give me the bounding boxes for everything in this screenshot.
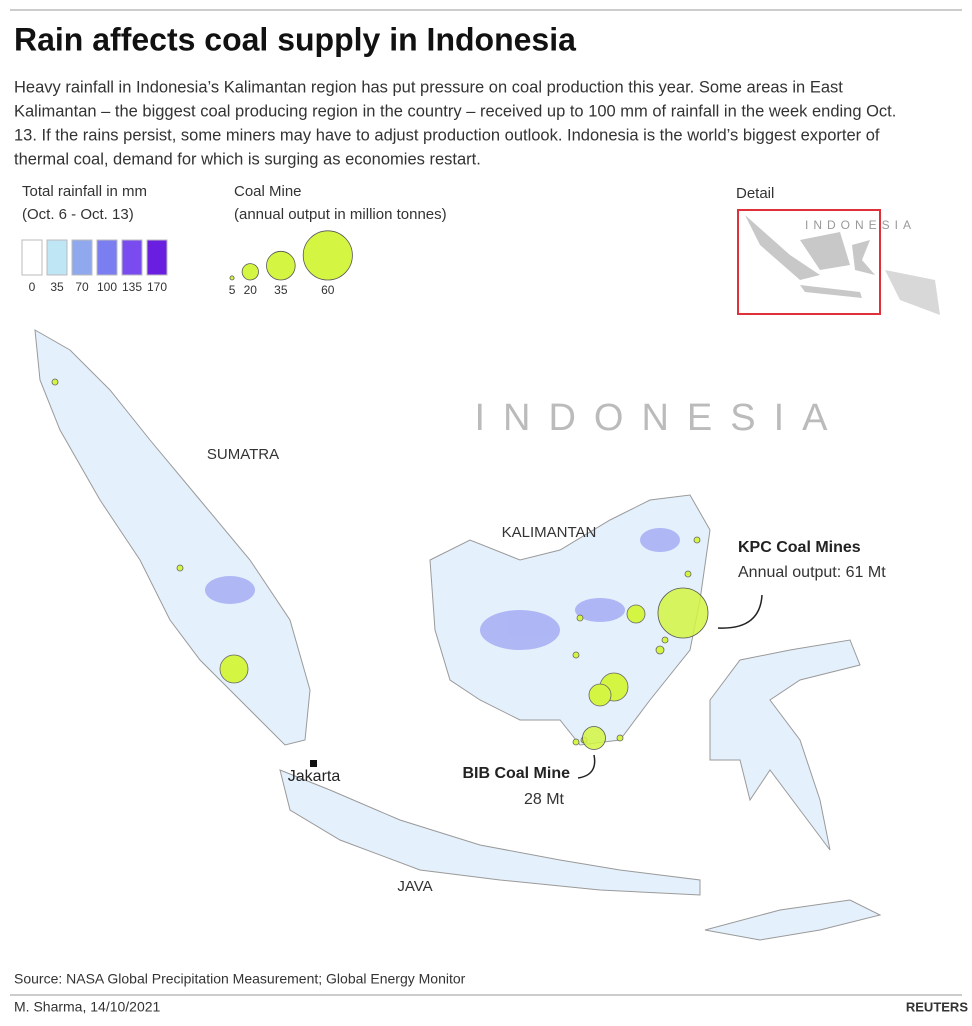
legend-swatch [21,239,43,276]
small-mines [51,378,701,746]
city-marker [310,760,317,767]
region-label: JAVA [397,878,432,895]
annotation-arrow [577,754,596,779]
legend-circle [302,230,353,281]
legend-label: 20 [244,283,258,297]
legend-label: 5 [229,283,236,297]
legend-swatch [146,239,168,276]
mine-circle [657,587,709,639]
legend-circle [266,250,296,281]
detail-title: Detail [736,185,774,202]
mine-circle [582,726,606,750]
legend-label: 35 [50,280,64,294]
annotation-arrow [717,594,763,629]
region-label: SUMATRA [207,446,279,463]
legend-title: Total rainfall in mm [22,183,147,200]
mine-name: BIB Coal Mine [462,765,570,782]
title: Rain affects coal supply in Indonesia [14,21,576,57]
legend-title: Coal Mine [234,183,302,200]
legend-swatch [71,239,93,276]
mine-output: Annual output: 61 Mt [738,564,886,581]
legend-label: 0 [29,280,36,294]
description: Kalimantan – the biggest coal producing … [14,102,896,120]
region-label: KALIMANTAN [502,524,597,541]
legend-title: (annual output in million tonnes) [234,206,447,223]
map-land [34,329,882,941]
country-label: INDONESIA [474,397,845,439]
legend-circle [241,263,259,281]
legend-label: 170 [147,280,167,294]
source: Source: NASA Global Precipitation Measur… [14,971,466,987]
detail-map [737,209,940,315]
description: Heavy rainfall in Indonesia’s Kalimantan… [14,78,843,96]
city-label: Jakarta [288,768,341,785]
mine-output: 28 Mt [524,791,565,808]
brand: REUTERS [906,999,968,1014]
legend-circle [229,275,235,281]
legend-label: 60 [321,283,335,297]
legend-swatch [121,239,143,276]
legend-label: 100 [97,280,117,294]
detail-label: INDONESIA [805,218,916,232]
legend-title: (Oct. 6 - Oct. 13) [22,206,134,223]
credit: M. Sharma, 14/10/2021 [14,999,161,1015]
legend-label: 70 [75,280,89,294]
legend-label: 135 [122,280,142,294]
legend-swatch [46,239,68,276]
mine-name: KPC Coal Mines [738,539,861,556]
rain-patches [205,528,680,650]
legend-label: 35 [274,283,288,297]
description: 13. If the rains persist, some miners ma… [14,126,880,144]
legend-swatch [96,239,118,276]
description: thermal coal, demand for which is surgin… [14,150,481,168]
